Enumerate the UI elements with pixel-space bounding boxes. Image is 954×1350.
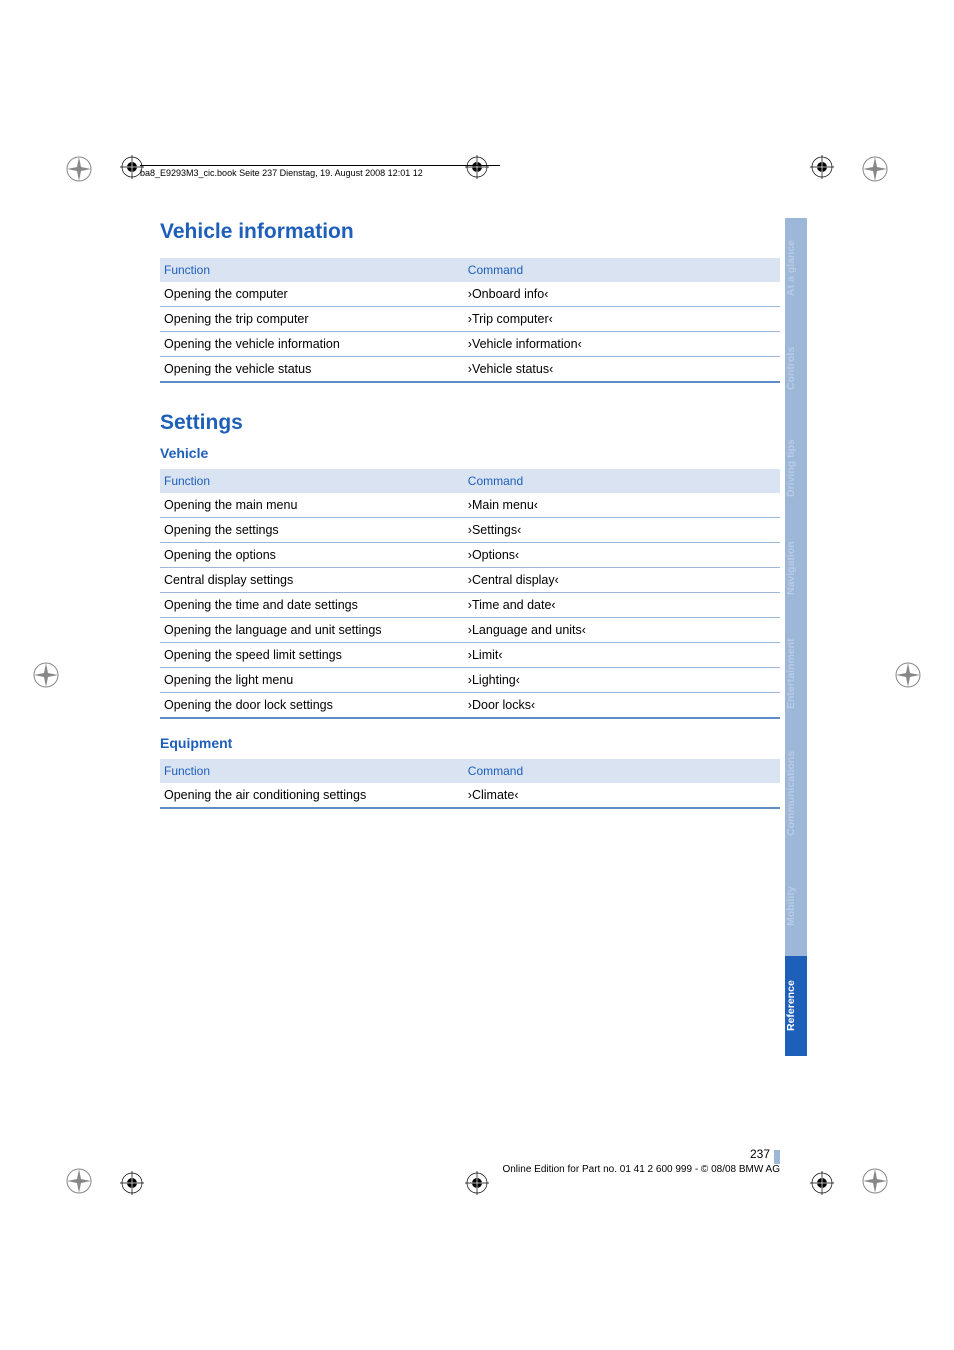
print-header-line: ba8_E9293M3_cic.book Seite 237 Dienstag,…	[140, 165, 500, 178]
function-cell: Opening the door lock settings	[160, 693, 464, 719]
star-mark-icon	[861, 1167, 889, 1195]
settings-equipment-table: Function Command Opening the air conditi…	[160, 759, 780, 809]
function-cell: Opening the time and date settings	[160, 593, 464, 618]
side-tabs: At a glanceControlsDriving tipsNavigatio…	[785, 218, 807, 1056]
star-mark-icon	[894, 661, 922, 689]
table-row: Opening the vehicle information›Vehicle …	[160, 332, 780, 357]
table-row: Opening the time and date settings›Time …	[160, 593, 780, 618]
col-header-function: Function	[160, 469, 464, 493]
table-row: Opening the options›Options‹	[160, 543, 780, 568]
table-row: Opening the main menu›Main menu‹	[160, 493, 780, 518]
function-cell: Opening the vehicle status	[160, 357, 464, 383]
table-row: Opening the language and unit settings›L…	[160, 618, 780, 643]
col-header-command: Command	[464, 759, 780, 783]
page-bar-icon	[774, 1150, 780, 1164]
side-tab-mobility[interactable]: Mobility	[785, 856, 807, 956]
command-cell: ›Language and units‹	[464, 618, 780, 643]
table-row: Opening the door lock settings›Door lock…	[160, 693, 780, 719]
command-cell: ›Vehicle information‹	[464, 332, 780, 357]
settings-vehicle-table: Function Command Opening the main menu›M…	[160, 469, 780, 719]
side-tab-at-a-glance[interactable]: At a glance	[785, 218, 807, 318]
side-tab-navigation[interactable]: Navigation	[785, 518, 807, 618]
crop-mark-icon	[810, 1171, 834, 1195]
footer-line: Online Edition for Part no. 01 41 2 600 …	[502, 1164, 780, 1175]
function-cell: Opening the vehicle information	[160, 332, 464, 357]
function-cell: Opening the speed limit settings	[160, 643, 464, 668]
col-header-command: Command	[464, 258, 780, 282]
command-cell: ›Trip computer‹	[464, 307, 780, 332]
section-title-settings: Settings	[160, 411, 780, 435]
function-cell: Opening the light menu	[160, 668, 464, 693]
function-cell: Opening the main menu	[160, 493, 464, 518]
command-cell: ›Central display‹	[464, 568, 780, 593]
col-header-command: Command	[464, 469, 780, 493]
star-mark-icon	[65, 1167, 93, 1195]
page-footer: 237 Online Edition for Part no. 01 41 2 …	[160, 1147, 780, 1175]
table-row: Opening the light menu›Lighting‹	[160, 668, 780, 693]
star-mark-icon	[861, 155, 889, 183]
command-cell: ›Vehicle status‹	[464, 357, 780, 383]
command-cell: ›Door locks‹	[464, 693, 780, 719]
command-cell: ›Options‹	[464, 543, 780, 568]
side-tab-reference[interactable]: Reference	[785, 956, 807, 1056]
command-cell: ›Limit‹	[464, 643, 780, 668]
command-cell: ›Settings‹	[464, 518, 780, 543]
section-title-vehicle-information: Vehicle information	[160, 220, 780, 244]
table-row: Opening the trip computer›Trip computer‹	[160, 307, 780, 332]
star-mark-icon	[32, 661, 60, 689]
table-row: Opening the computer›Onboard info‹	[160, 282, 780, 307]
col-header-function: Function	[160, 258, 464, 282]
command-cell: ›Lighting‹	[464, 668, 780, 693]
page-content: Vehicle information Function Command Ope…	[160, 220, 780, 809]
table-row: Central display settings›Central display…	[160, 568, 780, 593]
function-cell: Opening the settings	[160, 518, 464, 543]
col-header-function: Function	[160, 759, 464, 783]
subsection-title-vehicle: Vehicle	[160, 445, 780, 461]
subsection-title-equipment: Equipment	[160, 735, 780, 751]
side-tab-communications[interactable]: Communications	[785, 730, 807, 856]
command-cell: ›Main menu‹	[464, 493, 780, 518]
side-tab-controls[interactable]: Controls	[785, 318, 807, 418]
command-cell: ›Time and date‹	[464, 593, 780, 618]
crop-mark-icon	[120, 1171, 144, 1195]
command-cell: ›Climate‹	[464, 783, 780, 808]
table-row: Opening the settings›Settings‹	[160, 518, 780, 543]
table-row: Opening the speed limit settings›Limit‹	[160, 643, 780, 668]
function-cell: Opening the options	[160, 543, 464, 568]
function-cell: Opening the computer	[160, 282, 464, 307]
table-row: Opening the air conditioning settings›Cl…	[160, 783, 780, 808]
function-cell: Central display settings	[160, 568, 464, 593]
star-mark-icon	[65, 155, 93, 183]
vehicle-info-table: Function Command Opening the computer›On…	[160, 258, 780, 383]
crop-mark-icon	[810, 155, 834, 179]
function-cell: Opening the trip computer	[160, 307, 464, 332]
page-number: 237	[750, 1147, 770, 1161]
function-cell: Opening the air conditioning settings	[160, 783, 464, 808]
function-cell: Opening the language and unit settings	[160, 618, 464, 643]
side-tab-driving-tips[interactable]: Driving tips	[785, 418, 807, 518]
table-row: Opening the vehicle status›Vehicle statu…	[160, 357, 780, 383]
command-cell: ›Onboard info‹	[464, 282, 780, 307]
side-tab-entertainment[interactable]: Entertainment	[785, 618, 807, 730]
